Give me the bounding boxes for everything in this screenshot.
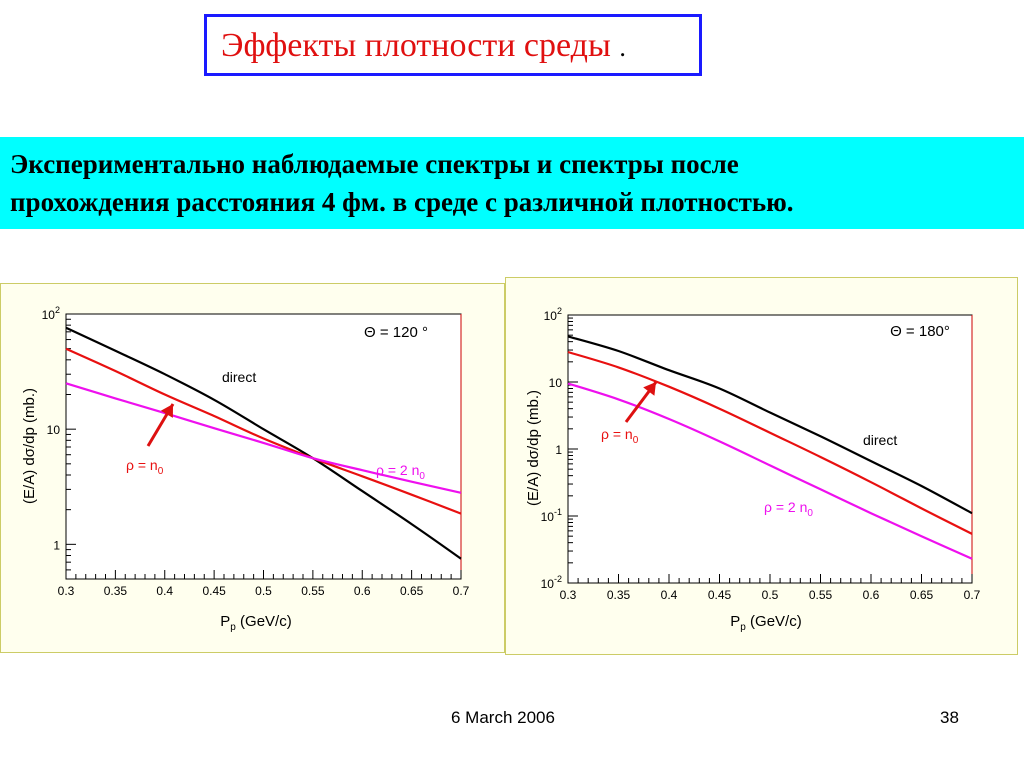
title-box: Эффекты плотности среды .	[204, 14, 702, 76]
series-label-subscript: 0	[419, 471, 425, 482]
x-axis-label-rest: (GeV/c)	[236, 613, 292, 630]
y-tick-label: 102	[544, 306, 562, 323]
y-axis-label: (E/A) dσ/dp (mb.)	[525, 390, 542, 506]
series-label-subscript: 0	[807, 508, 813, 519]
x-tick-label: 0.6	[354, 584, 371, 598]
series-label-text: ρ = 2 n	[376, 462, 419, 478]
y-tick-label: 10	[549, 376, 563, 390]
x-tick-label: 0.4	[156, 584, 173, 598]
x-axis-label: Pp (GeV/c)	[730, 613, 801, 633]
x-axis-label-sub: p	[740, 622, 746, 633]
series-label-text: ρ = n	[126, 457, 158, 473]
plot-frame	[567, 314, 973, 584]
chart-theta-180: 0.3 0.35 0.4 0.45 0.5 0.55 0.6 0.65 0.710210110-…	[525, 306, 981, 633]
slide-title-dot: .	[619, 33, 626, 62]
y-tick-label: 1	[555, 443, 562, 457]
x-axis-label-main: P	[730, 613, 740, 630]
footer-date: 6 March 2006	[451, 708, 555, 727]
pointer-arrow-head	[160, 404, 173, 418]
y-tick-base: 1	[53, 538, 60, 552]
angle-label: Θ = 180°	[890, 323, 950, 340]
series-label-subscript: 0	[633, 435, 639, 446]
x-tick-label: 0.65	[400, 584, 424, 598]
series-label-text: ρ = 2 n	[764, 499, 807, 515]
y-tick-base: 10	[541, 510, 555, 524]
series-label: ρ = 2 n0	[764, 499, 813, 519]
y-tick-base: 10	[541, 577, 555, 591]
series-label: ρ = n0	[601, 426, 639, 446]
y-tick-base: 10	[47, 423, 61, 437]
x-tick-label: 0.35	[607, 588, 631, 602]
x-tick-label: 0.65	[910, 588, 934, 602]
series-label: direct	[863, 432, 897, 448]
x-tick-label: 0.35	[104, 584, 128, 598]
plot-frame	[65, 313, 462, 580]
angle-label: Θ = 120 °	[364, 324, 428, 341]
series-label: direct	[222, 369, 256, 385]
x-tick-label: 0.55	[301, 584, 325, 598]
series-line	[65, 347, 462, 515]
x-tick-label: 0.3	[560, 588, 577, 602]
series-label-text: ρ = n	[601, 426, 633, 442]
series-line	[65, 382, 462, 494]
series-label-text: direct	[222, 369, 256, 385]
y-tick-exponent: -1	[554, 507, 562, 517]
x-axis-label: Pp (GeV/c)	[220, 613, 291, 633]
y-tick-label: 10-1	[541, 507, 562, 524]
footer-page-number: 38	[940, 708, 959, 727]
y-tick-label: 10-2	[541, 574, 562, 591]
series-label: ρ = n0	[126, 457, 164, 477]
x-tick-label: 0.5	[255, 584, 272, 598]
x-tick-label: 0.6	[863, 588, 880, 602]
x-axis-label-sub: p	[230, 622, 236, 633]
series-label-subscript: 0	[158, 466, 164, 477]
x-tick-label: 0.45	[708, 588, 732, 602]
y-tick-label: 10	[47, 423, 61, 437]
series-line	[65, 326, 462, 560]
subtitle-line-2: прохождения расстояния 4 фм. в среде с р…	[10, 187, 794, 217]
slide-title-text: Эффекты плотности среды	[221, 27, 611, 64]
series-line	[567, 350, 973, 535]
series-label: ρ = 2 n0	[376, 462, 425, 482]
x-tick-label: 0.7	[453, 584, 470, 598]
y-tick-label: 102	[42, 305, 60, 322]
y-tick-base: 10	[544, 309, 558, 323]
x-tick-label: 0.55	[809, 588, 833, 602]
y-axis-label: (E/A) dσ/dp (mb.)	[21, 388, 38, 504]
y-tick-label: 1	[53, 538, 60, 552]
x-axis-label-rest: (GeV/c)	[746, 613, 802, 630]
subtitle-line-1: Экспериментально наблюдаемые спектры и с…	[10, 149, 739, 179]
x-tick-label: 0.7	[964, 588, 981, 602]
series-line	[567, 335, 973, 515]
chart-panel-theta-120: 0.3 0.35 0.4 0.45 0.5 0.55 0.6 0.65 0.7 102 10 1 Θ =…	[0, 283, 505, 653]
y-tick-exponent: 2	[55, 305, 60, 315]
x-tick-label: 0.4	[661, 588, 678, 602]
x-tick-label: 0.5	[762, 588, 779, 602]
series-line	[567, 382, 973, 560]
subtitle-banner: Экспериментально наблюдаемые спектры и с…	[0, 137, 1024, 229]
series-label-text: direct	[863, 432, 897, 448]
y-tick-base: 1	[555, 443, 562, 457]
x-tick-label: 0.3	[58, 584, 75, 598]
pointer-arrow-head	[643, 382, 656, 396]
slide-title: Эффекты плотности среды .	[221, 27, 626, 65]
y-tick-base: 10	[549, 376, 563, 390]
chart-panel-theta-180: 0.3 0.35 0.4 0.45 0.5 0.55 0.6 0.65 0.7 102 10 1 10-…	[505, 277, 1018, 655]
y-tick-base: 10	[42, 308, 56, 322]
x-axis-label-main: P	[220, 613, 230, 630]
x-tick-label: 0.45	[202, 584, 226, 598]
y-tick-exponent: -2	[554, 574, 562, 584]
y-tick-exponent: 2	[557, 306, 562, 316]
